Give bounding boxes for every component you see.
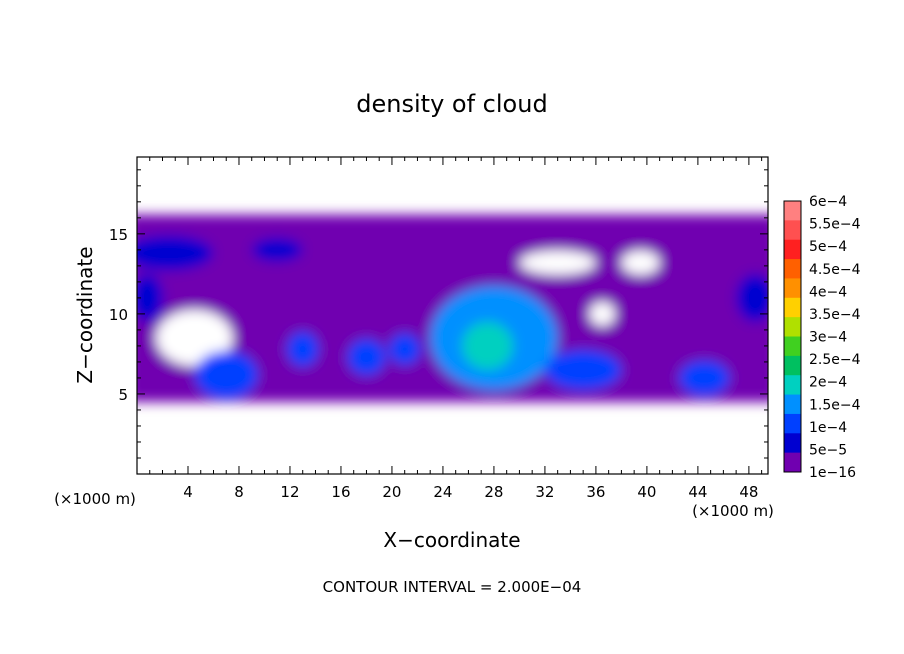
plot-frame — [136, 156, 769, 475]
colorbar-swatch — [784, 239, 801, 260]
region-gap-2 — [519, 250, 596, 275]
colorbar-label: 1e−4 — [809, 420, 847, 436]
colorbar-label: 6e−4 — [809, 194, 847, 210]
y-axis: 5 10 15 — [109, 169, 768, 459]
colorbar-swatch — [784, 259, 801, 279]
colorbar-swatch — [784, 201, 801, 221]
colorbar-label: 2.5e−4 — [809, 352, 861, 368]
colorbar-label: 4.5e−4 — [809, 262, 861, 278]
region-cell-right-edge — [736, 273, 768, 322]
colorbar-label: 3e−4 — [809, 330, 847, 346]
x-tick-label: 4 — [183, 483, 193, 501]
colorbar-label: 1.5e−4 — [809, 397, 861, 413]
colorbar-swatch — [784, 317, 801, 337]
x-tick-label: 44 — [688, 483, 707, 501]
region-cell-left-edge — [137, 273, 164, 322]
chart-title: density of cloud — [356, 90, 547, 118]
colorbar: 6e−4 5.5e−4 5e−4 4.5e−4 4e−4 3.5e−4 3e−4 2.5e−4… — [783, 194, 861, 481]
x-unit-left: (×1000 m) — [54, 490, 136, 508]
colorbar-label: 5e−4 — [809, 239, 847, 255]
region-cell-a — [194, 350, 259, 399]
colorbar-label: 5e−5 — [809, 442, 847, 458]
region-cell-upper-left — [137, 235, 214, 271]
colorbar-swatch — [784, 355, 801, 376]
contour-fields — [137, 214, 768, 402]
colorbar-label: 2e−4 — [809, 375, 847, 391]
y-axis-label: Z−coordinate — [73, 246, 97, 383]
region-cell-upper-mid — [251, 237, 303, 262]
colorbar-swatch — [784, 297, 801, 318]
x-axis-label: X−coordinate — [383, 528, 520, 552]
colorbar-frame — [783, 200, 802, 473]
x-tick-label: 28 — [484, 483, 503, 501]
region-gap-3 — [621, 250, 660, 275]
region-gap-1 — [156, 309, 233, 366]
x-tick-label: 32 — [535, 483, 554, 501]
region-cell-c — [347, 338, 386, 376]
x-tick-label: 12 — [280, 483, 299, 501]
colorbar-swatch — [784, 375, 801, 396]
y-tick-label: 15 — [109, 226, 128, 244]
colorbar-swatch — [784, 394, 801, 415]
plot-area — [137, 157, 768, 474]
colorbar-label: 4e−4 — [809, 284, 847, 300]
y-tick-label: 10 — [109, 306, 128, 324]
colorbar-swatch — [784, 433, 801, 454]
region-cell-b — [286, 331, 319, 367]
region-cell-f — [678, 360, 730, 396]
x-tick-label: 36 — [586, 483, 605, 501]
colorbar-swatch — [784, 278, 801, 299]
colorbar-label: 3.5e−4 — [809, 307, 861, 323]
colorbar-swatch — [784, 413, 801, 434]
colorbar-swatch — [784, 452, 801, 473]
x-axis: 4 8 12 16 20 24 28 32 36 40 44 48 — [149, 157, 763, 501]
x-tick-label: 40 — [637, 483, 656, 501]
contour-interval-note: CONTOUR INTERVAL = 2.000E−04 — [323, 578, 582, 596]
x-unit-right: (×1000 m) — [692, 502, 774, 520]
y-tick-label: 5 — [118, 386, 128, 404]
colorbar-label: 1e−16 — [809, 465, 856, 481]
region-cell-d — [388, 333, 421, 366]
colorbar-label: 5.5e−4 — [809, 217, 861, 233]
x-tick-label: 24 — [433, 483, 452, 501]
x-tick-label: 8 — [234, 483, 244, 501]
x-tick-label: 16 — [331, 483, 350, 501]
x-tick-label: 20 — [382, 483, 401, 501]
colorbar-swatch — [784, 336, 801, 357]
region-cell-e — [544, 349, 622, 390]
colorbar-swatch — [784, 220, 801, 241]
region-cell-main-core — [462, 321, 514, 370]
region-gap-4 — [589, 301, 616, 326]
x-tick-label: 48 — [739, 483, 758, 501]
